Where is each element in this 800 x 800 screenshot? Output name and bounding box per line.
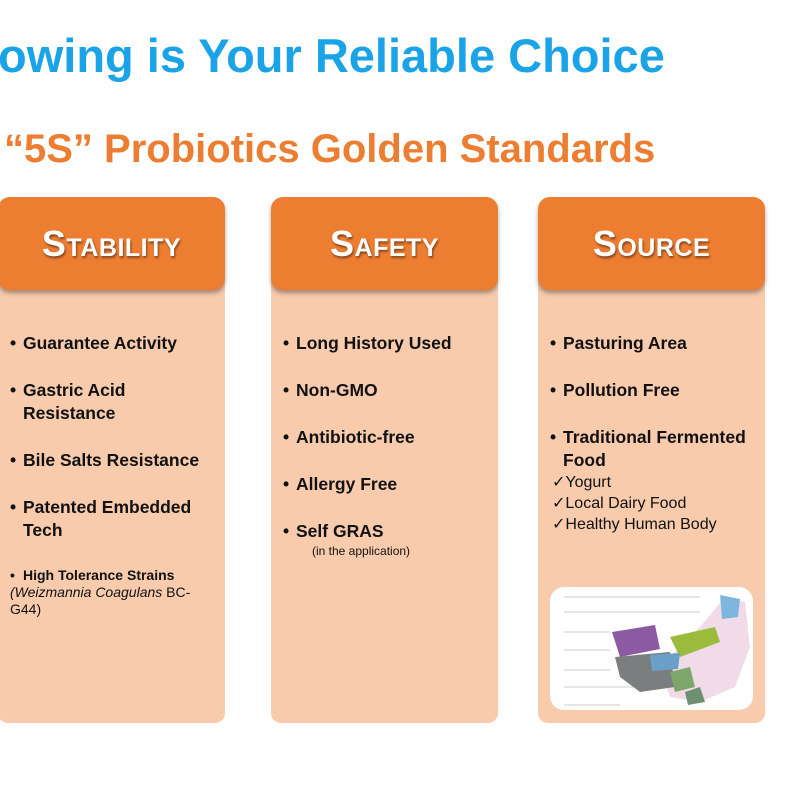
column-heading: Stability xyxy=(0,197,225,290)
check-item: ✓Yogurt xyxy=(552,474,612,491)
check-item: ✓Local Dairy Food xyxy=(552,495,687,512)
strain-code: BC-G44) xyxy=(10,584,191,617)
column-heading: Safety xyxy=(271,197,498,290)
strain-note: (Weizmannia Coagulans BC-G44) xyxy=(10,584,217,618)
list-item: Long History Used xyxy=(283,332,490,355)
column-safety: Safety Long History Used Non-GMO Antibio… xyxy=(271,197,498,723)
list-item: Non-GMO xyxy=(283,379,490,402)
strain-name: (Weizmannia Coagulans xyxy=(10,584,163,600)
list-item: Pasturing Area xyxy=(550,332,757,355)
china-source-map-image xyxy=(550,587,753,710)
list-item: Allergy Free xyxy=(283,473,490,496)
column-stability: Stability Guarantee Activity Gastric Aci… xyxy=(0,197,225,723)
column-heading: Source xyxy=(538,197,765,290)
list-item: High Tolerance Strains (Weizmannia Coagu… xyxy=(10,566,217,618)
slide-title: owing is Your Reliable Choice xyxy=(0,29,665,82)
list-item: Antibiotic-free xyxy=(283,426,490,449)
list-item: Traditional Fermented Food ✓Yogurt ✓Loca… xyxy=(550,426,757,535)
gras-note: (in the application) xyxy=(312,544,411,558)
list-item: Pollution Free xyxy=(550,379,757,402)
check-item: ✓Healthy Human Body xyxy=(552,516,717,533)
column-source: Source Pasturing Area Pollution Free Tra… xyxy=(538,197,765,723)
list-item: Guarantee Activity xyxy=(10,332,217,355)
list-item-label: High Tolerance Strains xyxy=(23,567,175,583)
list-item-label: Self GRAS xyxy=(296,521,384,541)
list-item: Self GRAS (in the application) xyxy=(283,520,490,559)
list-item-label: Traditional Fermented Food xyxy=(563,427,746,470)
list-item: Gastric Acid Resistance xyxy=(10,379,217,425)
list-item: Bile Salts Resistance xyxy=(10,449,217,472)
slide-subtitle: “5S” Probiotics Golden Standards xyxy=(4,127,656,171)
list-item: Patented Embedded Tech xyxy=(10,496,217,542)
